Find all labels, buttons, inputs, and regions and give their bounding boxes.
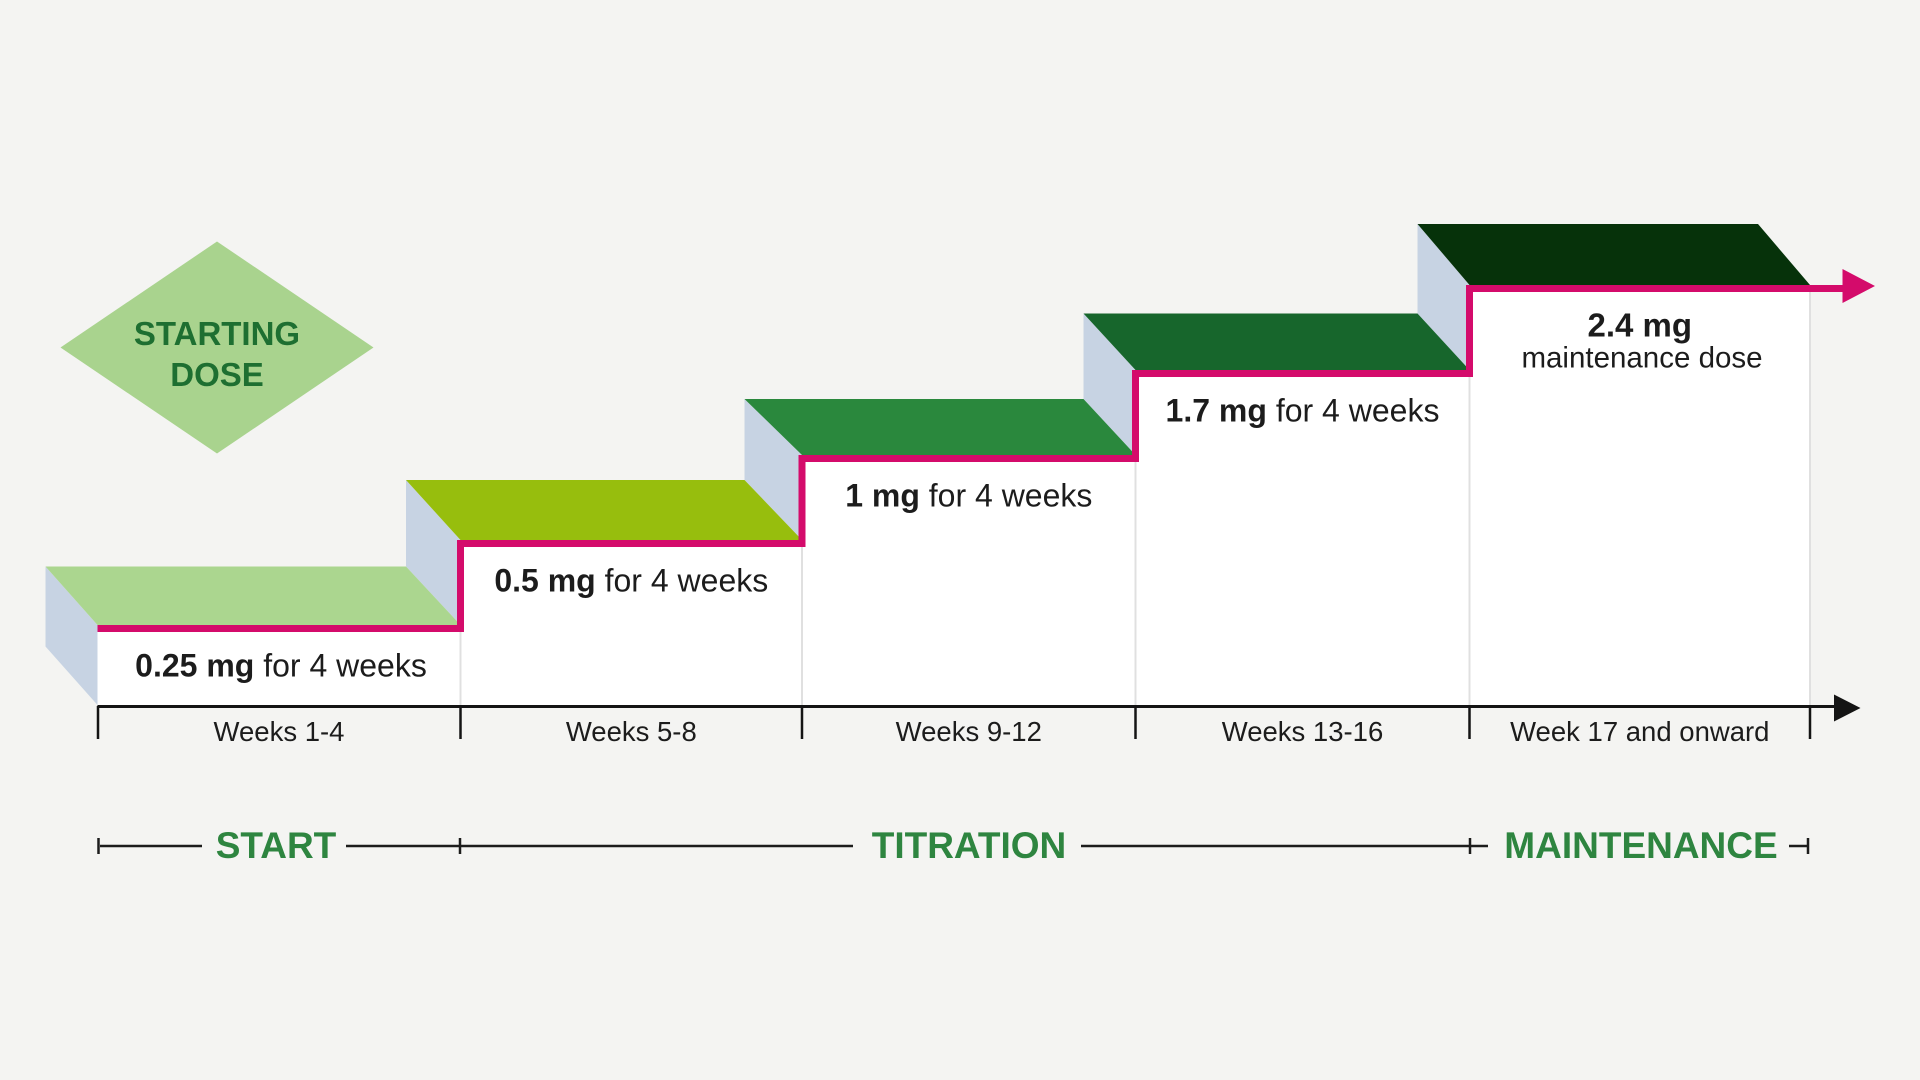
svg-text:TITRATION: TITRATION [872,825,1067,866]
svg-text:1 mg for 4 weeks: 1 mg for 4 weeks [845,478,1092,514]
svg-text:Weeks 13-16: Weeks 13-16 [1222,716,1384,747]
svg-text:0.5 mg for 4 weeks: 0.5 mg for 4 weeks [494,563,768,599]
svg-text:Weeks 9-12: Weeks 9-12 [896,716,1042,747]
svg-text:2.4 mg: 2.4 mg [1588,307,1693,344]
svg-text:Week 17 and onward: Week 17 and onward [1510,716,1769,747]
svg-text:1.7 mg for 4 weeks: 1.7 mg for 4 weeks [1166,393,1440,429]
svg-text:Weeks 1-4: Weeks 1-4 [214,716,345,747]
svg-text:STARTING: STARTING [134,315,300,352]
svg-text:DOSE: DOSE [170,356,264,393]
svg-text:Weeks 5-8: Weeks 5-8 [566,716,697,747]
svg-text:0.25 mg for 4 weeks: 0.25 mg for 4 weeks [135,648,427,684]
svg-text:maintenance dose: maintenance dose [1521,342,1762,375]
svg-text:START: START [216,825,337,866]
svg-text:MAINTENANCE: MAINTENANCE [1504,825,1777,866]
